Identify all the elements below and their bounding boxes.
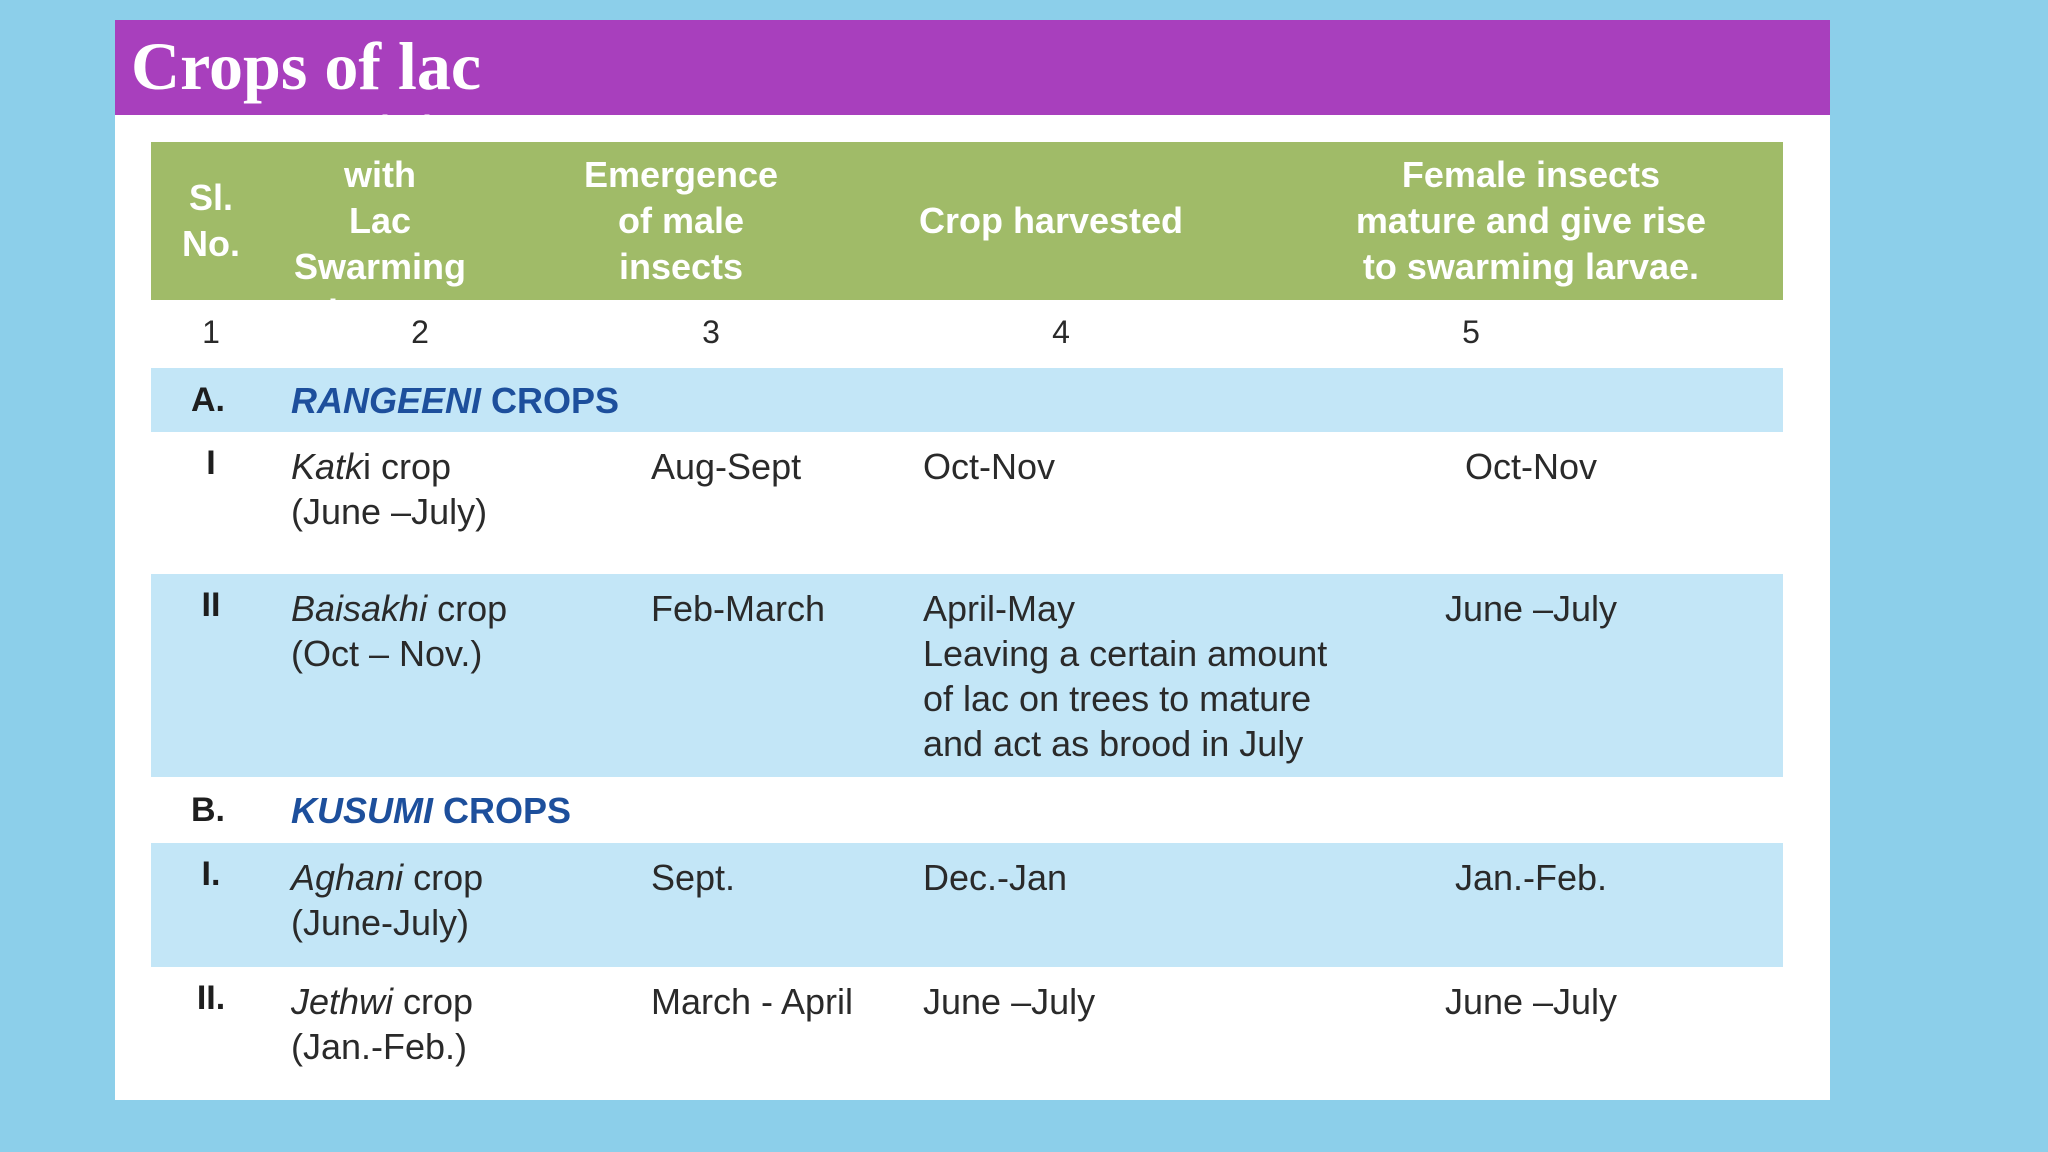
section-row-rangeeni: A. RANGEENI CROPS [151,368,1783,432]
row-female-insects: June –July [1444,588,1618,629]
slide-title: Crops of lac [131,28,482,104]
table-row: I. Aghani crop (June-July) Sept. Dec.-Jan… [151,843,1783,967]
row-inoculation: Katki crop (June –July) [291,446,488,532]
header-sl-no: Sl. No. [182,177,240,264]
row-inoculation: Jethwi crop (Jan.-Feb.) [291,981,474,1067]
row-male-emergence: March - April [651,981,854,1022]
column-number: 2 [411,314,429,350]
row-crop-harvested: April-May Leaving a certain amount of la… [923,588,1328,764]
table-row: II. Jethwi crop (Jan.-Feb.) March - April… [151,967,1783,1095]
header-crop-harvested: Crop harvested [918,200,1184,241]
row-crop-harvested: Oct-Nov [923,446,1056,487]
crops-table: Sl. No. Inoculation with Lac Swarming la… [151,108,1783,1095]
column-number: 4 [1052,314,1070,350]
row-female-insects: Oct-Nov [1464,446,1597,487]
row-sl-no: II [201,586,221,624]
column-number-row: 1 2 3 4 5 [151,300,1783,368]
column-number: 3 [702,314,720,350]
section-name: RANGEENI CROPS [291,380,620,421]
row-male-emergence: Sept. [651,857,736,898]
column-number: 5 [1462,314,1480,350]
column-number: 1 [202,314,220,350]
row-sl-no: II. [196,979,226,1017]
table-header: Sl. No. Inoculation with Lac Swarming la… [151,108,1783,333]
row-inoculation: Baisakhi crop (Oct – Nov.) [291,588,508,674]
table-row: II Baisakhi crop (Oct – Nov.) Feb-March A… [151,574,1783,777]
table-row: I Katki crop (June –July) Aug-Sept Oct-N… [151,432,1783,574]
header-female-insects: Female insects mature and give rise to s… [1355,154,1707,287]
row-crop-harvested: Dec.-Jan [923,857,1068,898]
row-female-insects: Jan.-Feb. [1454,857,1608,898]
section-letter: A. [191,381,225,419]
section-name: KUSUMI CROPS [291,790,572,831]
title-bar: Crops of lac [115,20,1830,115]
row-female-insects: June –July [1444,981,1618,1022]
section-letter: B. [191,791,225,829]
row-male-emergence: Feb-March [651,588,826,629]
section-row-kusumi: B. KUSUMI CROPS [151,777,1783,843]
row-sl-no: I [206,444,216,482]
slide: Crops of lac Sl. No. Inoculation with La… [115,20,1830,1100]
row-inoculation: Aghani crop (June-July) [291,857,484,943]
row-sl-no: I. [201,855,221,893]
header-inoculation: Inoculation with Lac Swarming larva . [284,108,476,333]
row-male-emergence: Aug-Sept [651,446,802,487]
row-crop-harvested: June –July [923,981,1096,1022]
header-male-emergence: Emergence of male insects [583,154,779,287]
